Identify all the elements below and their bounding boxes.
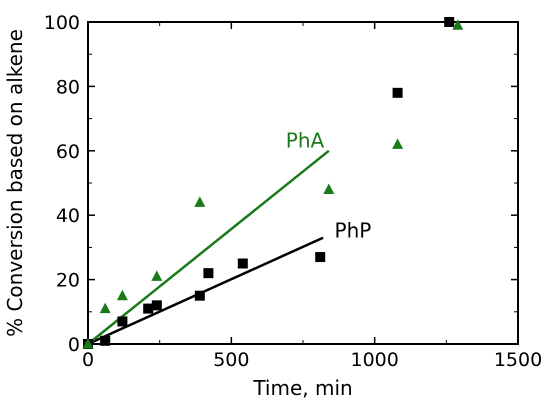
point-php (444, 17, 455, 27)
point-php (143, 303, 154, 314)
point-pha (151, 270, 163, 281)
y-tick-label: 60 (56, 141, 80, 163)
annotations: PhA PhP (286, 129, 372, 243)
y-axis-label: % Conversion based on alkene (3, 29, 27, 337)
y-tick-label: 40 (56, 205, 80, 227)
point-pha (194, 196, 206, 207)
point-pha (323, 183, 335, 194)
y-tick-label: 80 (56, 76, 80, 98)
point-php (237, 258, 248, 269)
point-pha (452, 19, 464, 30)
point-php (194, 290, 205, 301)
y-tick-label: 100 (44, 12, 80, 34)
x-tick-label: 500 (213, 349, 249, 371)
point-pha (82, 338, 94, 349)
y-tick-label: 20 (56, 270, 80, 292)
point-pha (116, 289, 128, 301)
point-php (392, 87, 403, 98)
fit-line-pha (87, 149, 330, 345)
point-php (315, 252, 326, 263)
point-php (151, 300, 162, 311)
x-axis-label: Time, min (252, 376, 352, 400)
tick-labels: 0 500 1000 1500 0 20 40 60 80 100 (44, 12, 542, 371)
series-label-pha: PhA (286, 129, 325, 153)
point-php (203, 268, 214, 279)
data-markers (82, 17, 464, 349)
plot-frame (87, 21, 519, 345)
x-tick-label: 1000 (350, 349, 398, 371)
point-php (117, 316, 128, 327)
fit-line-php (87, 236, 324, 346)
point-pha (392, 138, 404, 149)
point-php (100, 335, 111, 346)
series-label-php: PhP (335, 219, 372, 243)
axis-ticks (87, 21, 519, 345)
x-tick-label: 0 (82, 349, 94, 371)
point-pha (99, 302, 111, 314)
y-tick-label: 0 (68, 334, 80, 356)
fit-lines (87, 149, 330, 346)
x-tick-label: 1500 (494, 349, 542, 371)
